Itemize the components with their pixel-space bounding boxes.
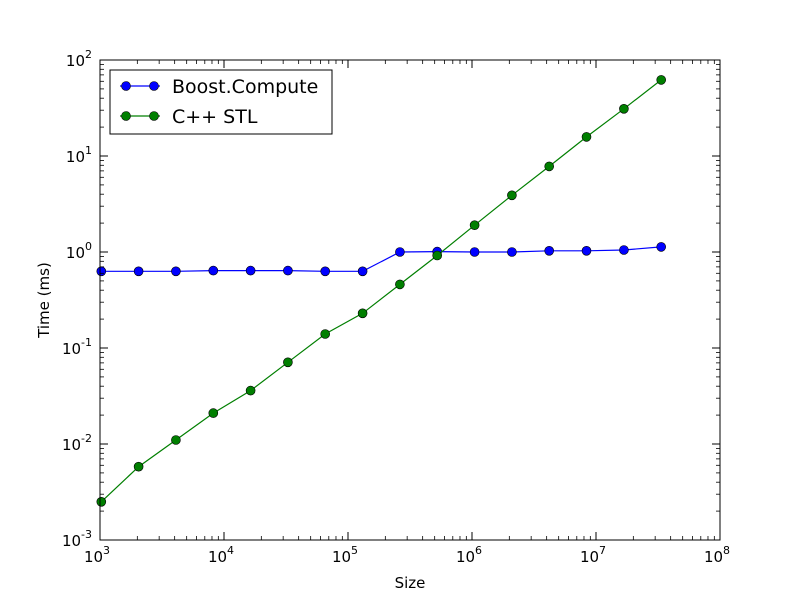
series-boost-compute [96,242,667,277]
data-point-boost-compute [395,247,405,257]
legend-marker-boost-compute [149,81,159,91]
series-c-stl [96,75,667,507]
legend-marker-boost-compute [121,81,131,91]
data-point-boost-compute [581,246,592,256]
data-point-c-stl [357,308,368,319]
data-point-c-stl [395,279,405,290]
data-point-c-stl [133,461,144,472]
legend-label-boost-compute: Boost.Compute [172,76,318,98]
data-point-boost-compute [469,247,480,257]
data-point-c-stl [581,132,592,142]
data-point-boost-compute [619,245,629,255]
data-point-c-stl [320,329,331,339]
y-tick-label: 101 [66,144,92,166]
x-tick-label: 104 [208,544,234,566]
data-point-c-stl [656,75,667,85]
x-axis-label: Size [395,574,426,592]
y-tick-label: 10-2 [62,432,92,454]
x-tick-label: 107 [580,544,606,566]
x-tick-label: 103 [84,544,110,566]
data-point-boost-compute [171,266,181,277]
y-tick-label: 10-1 [62,336,92,358]
data-point-boost-compute [245,265,256,276]
data-point-boost-compute [656,242,667,252]
data-point-boost-compute [357,266,368,277]
data-point-c-stl [283,357,293,368]
data-point-c-stl [208,408,219,418]
data-point-c-stl [469,220,480,230]
y-tick-label: 102 [66,48,92,70]
plot-area [100,60,720,540]
y-tick-label: 10-3 [62,528,92,550]
data-point-c-stl [432,250,443,261]
legend-marker-cpp-stl [121,111,131,121]
data-point-boost-compute [283,265,293,276]
x-tick-label: 105 [332,544,358,566]
data-point-c-stl [619,104,629,114]
legend-marker-cpp-stl [149,111,159,121]
legend: Boost.Compute C++ STL [109,69,333,135]
data-point-c-stl [507,190,517,201]
legend-box [109,69,333,135]
data-point-boost-compute [507,247,517,257]
y-axis-label: Time (ms) [35,262,53,339]
data-point-c-stl [245,385,256,396]
data-point-boost-compute [133,266,144,277]
data-point-boost-compute [320,266,331,277]
legend-label-cpp-stl: C++ STL [172,106,258,128]
series-line-c-stl [100,79,662,503]
data-point-boost-compute [544,246,555,256]
tick-layer: 103 104 105 106 107 108 10-3 10-2 10-1 100 101 102 [62,48,730,566]
data-point-c-stl [96,496,107,507]
data-point-c-stl [544,161,555,172]
x-tick-label: 106 [456,544,482,566]
x-tick-label: 108 [704,544,730,566]
data-point-boost-compute [96,266,107,277]
series-line-boost-compute [101,246,662,272]
y-tick-label: 100 [66,240,92,262]
series-layer [96,75,667,507]
data-point-boost-compute [208,265,219,276]
data-point-c-stl [171,435,181,445]
plot-frame [99,59,721,541]
